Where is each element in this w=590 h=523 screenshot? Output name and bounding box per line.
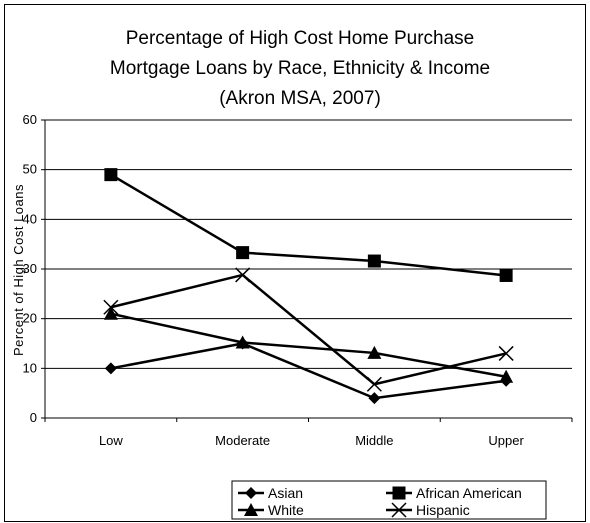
y-tick-label: 0	[30, 410, 37, 425]
chart-title-line-1: Percentage of High Cost Home Purchase	[126, 28, 475, 49]
legend-marker-hispanic	[391, 502, 407, 518]
legend-label-african-american: African American	[416, 485, 522, 501]
x-marker-stroke	[498, 345, 514, 361]
legend-label-white: White	[268, 502, 304, 518]
y-tick-label: 60	[23, 112, 37, 127]
legend-marker-white	[244, 503, 258, 516]
data-point-african-american	[104, 168, 118, 182]
chart-title-line-3: (Akron MSA, 2007)	[219, 88, 381, 109]
data-point-african-american	[499, 268, 513, 282]
data-point-asian	[104, 362, 117, 375]
x-tick-label: Upper	[488, 433, 524, 448]
chart-frame	[4, 4, 586, 522]
y-tick-label: 40	[23, 211, 37, 226]
series-line-white	[110, 312, 507, 379]
data-point-hispanic	[103, 299, 119, 315]
series-line-asian	[110, 342, 507, 400]
data-point-asian	[368, 392, 381, 405]
grid-lines	[45, 119, 572, 369]
x-tick-label: Moderate	[215, 433, 270, 448]
data-point-african-american	[236, 246, 250, 260]
data-point-hispanic	[366, 376, 382, 392]
data-point-white	[235, 335, 250, 349]
data-point-hispanic	[235, 267, 251, 283]
legend-label-asian: Asian	[268, 485, 303, 501]
y-tick-label: 20	[23, 311, 37, 326]
x-tick-label: Low	[99, 433, 123, 448]
series-line-hispanic	[110, 273, 507, 386]
series-lines	[103, 168, 514, 405]
data-point-white	[367, 345, 382, 359]
series-line-african-american	[110, 173, 507, 277]
data-point-white	[499, 369, 514, 383]
legend-box	[231, 480, 547, 520]
data-point-hispanic	[498, 345, 514, 361]
chart-title-line-2: Mortgage Loans by Race, Ethnicity & Inco…	[110, 58, 490, 79]
y-axis-title: Percent of High Cost Loans	[11, 184, 26, 356]
axes: 0 10 20 30 40 50 60 Low Moderate Middle Upper	[23, 112, 573, 448]
x-marker-stroke	[103, 299, 119, 315]
legend: Asian African American White Hispanic	[231, 480, 547, 520]
x-tick-label: Middle	[355, 433, 393, 448]
data-point-african-american	[367, 254, 381, 268]
y-tick-label: 30	[23, 261, 37, 276]
legend-label-hispanic: Hispanic	[416, 502, 470, 518]
y-tick-label: 10	[23, 360, 37, 375]
x-marker-stroke	[235, 267, 251, 283]
legend-marker-asian	[245, 487, 257, 499]
x-marker-stroke	[391, 502, 407, 518]
y-tick-label: 50	[23, 162, 37, 177]
legend-marker-african-american	[392, 486, 406, 500]
data-point-white	[103, 306, 118, 320]
x-marker-stroke	[366, 376, 382, 392]
